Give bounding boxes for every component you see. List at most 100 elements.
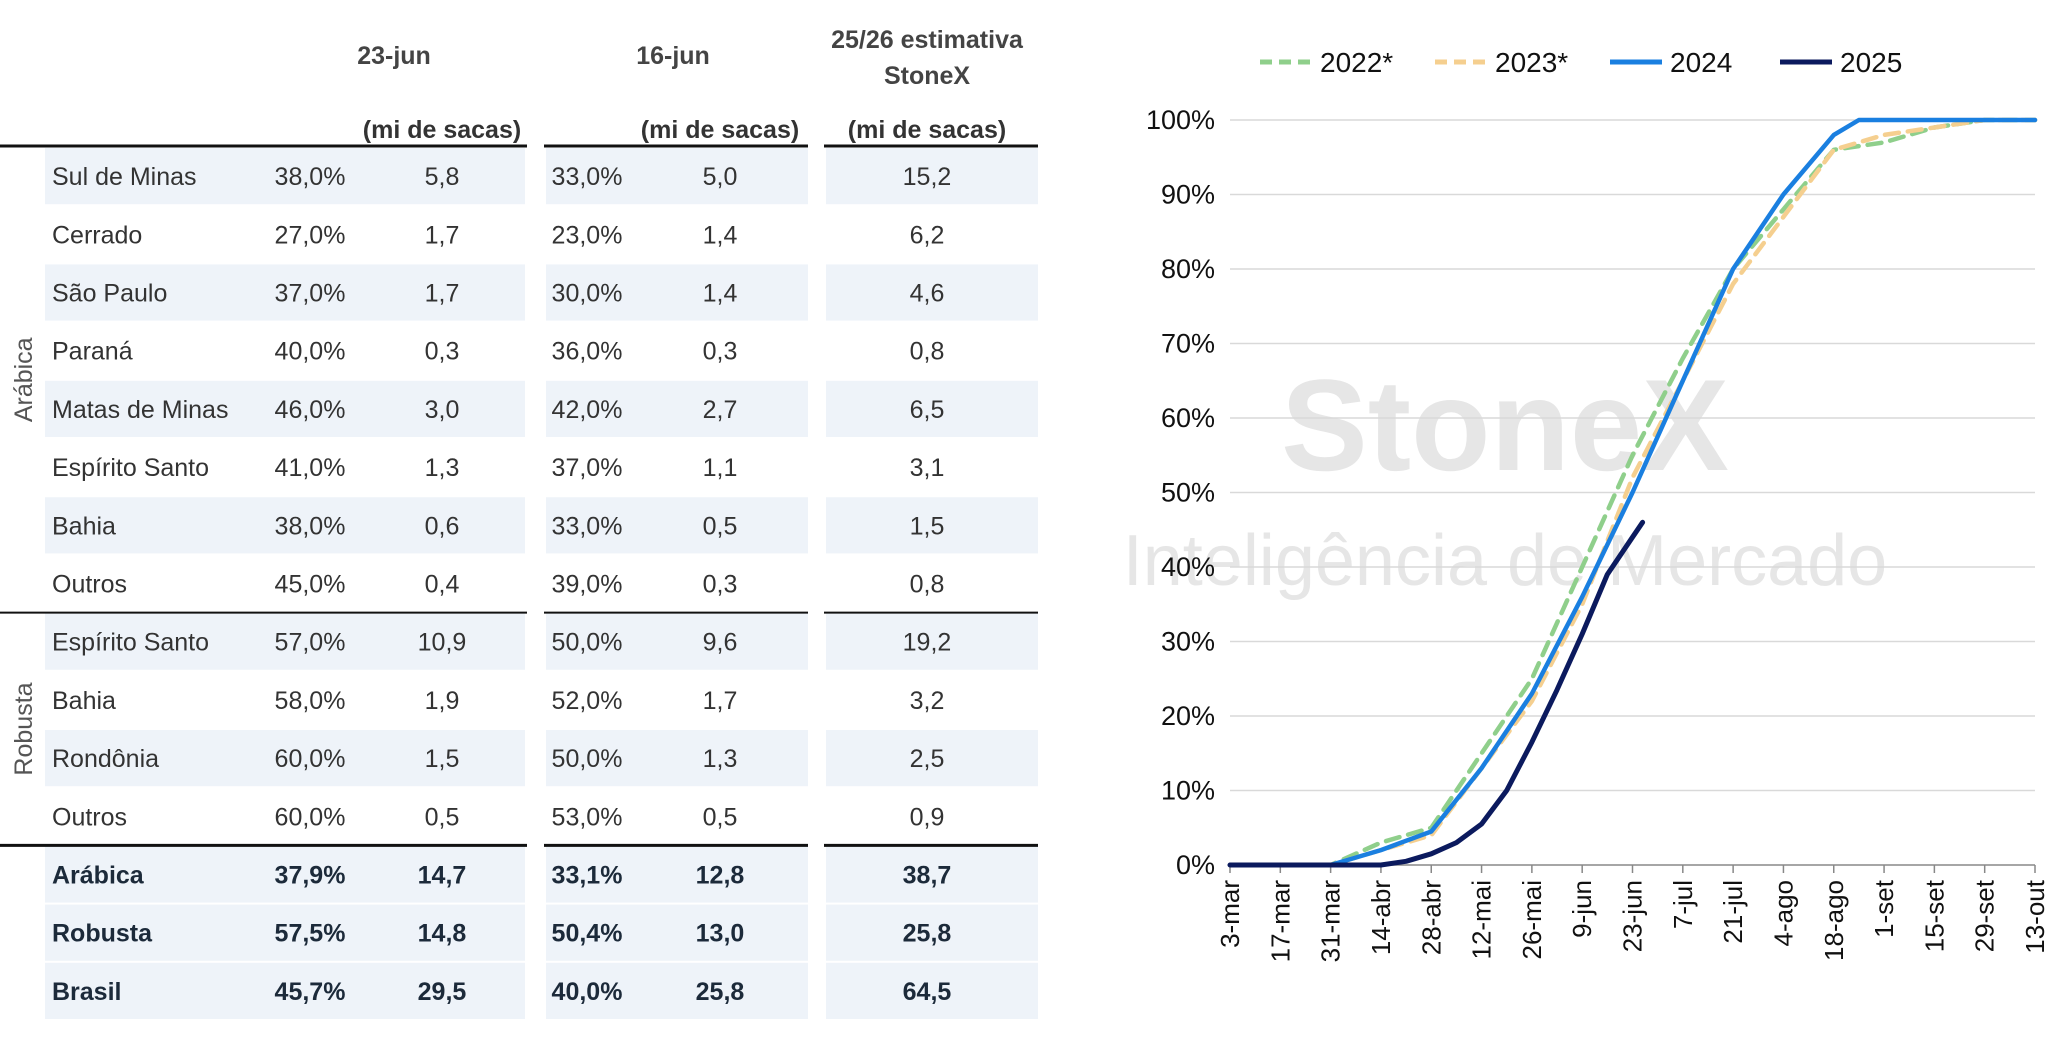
cell-v23: 0,3 [425, 338, 460, 366]
row-shade [45, 148, 525, 205]
cell-v16: 1,3 [703, 745, 738, 773]
cell-p23: 27,0% [275, 221, 346, 249]
cell-est: 0,9 [910, 803, 945, 831]
legend-label-2022: 2022* [1320, 47, 1393, 78]
y-tick-label: 10% [1161, 776, 1215, 806]
y-tick-label: 80% [1161, 254, 1215, 284]
x-tick-label: 7-jul [1668, 880, 1698, 929]
cell-v16: 1,4 [703, 221, 738, 249]
cell-est: 0,8 [910, 338, 945, 366]
watermark-brand: StoneX [1281, 352, 1729, 498]
legend-label-2024: 2024 [1670, 47, 1732, 78]
harvest-progress-chart: StoneX Inteligência de Mercado 0% 10% 20% 30%… [1123, 47, 2050, 963]
cell-p16: 50,0% [552, 629, 623, 657]
row-shade [826, 613, 1038, 670]
table-canvas: 23-jun 16-jun 25/26 estimativa StoneX (mi de… [0, 26, 1038, 1019]
cell-p16: 37,0% [552, 454, 623, 482]
cell-p23: 38,0% [275, 163, 346, 191]
x-tick-label: 26-mai [1517, 880, 1547, 959]
legend-label-2023: 2023* [1495, 47, 1568, 78]
x-tick-label: 15-set [1919, 879, 1949, 952]
unit-label-16jun: (mi de sacas) [641, 116, 799, 144]
cell-p16: 50,4% [552, 920, 623, 948]
row-shade [45, 613, 525, 670]
cell-p23: 46,0% [275, 396, 346, 424]
row-region-label: Espírito Santo [52, 629, 209, 657]
row-shade [45, 264, 525, 321]
cell-v23: 0,5 [425, 803, 460, 831]
x-tick-label: 13-out [2020, 879, 2050, 953]
cell-p16: 30,0% [552, 280, 623, 308]
unit-label-estimate: (mi de sacas) [848, 116, 1006, 144]
row-shade [546, 904, 808, 961]
cell-p23: 58,0% [275, 687, 346, 715]
x-tick-label: 14-abr [1366, 880, 1396, 955]
header-estimate-line2: StoneX [884, 62, 970, 90]
cell-est: 15,2 [903, 163, 952, 191]
y-tick-label: 20% [1161, 701, 1215, 731]
group-label-robusta: Robusta [10, 682, 38, 775]
row-region-label: Sul de Minas [52, 163, 197, 191]
row-region-label: Bahia [52, 687, 116, 715]
row-region-label: São Paulo [52, 280, 167, 308]
cell-v23: 5,8 [425, 163, 460, 191]
row-shade [826, 497, 1038, 554]
header-16jun: 16-jun [636, 42, 710, 70]
series-line-2023 [1227, 117, 2038, 868]
row-region-label: Bahia [52, 512, 116, 540]
cell-est: 6,2 [910, 221, 945, 249]
y-tick-label: 0% [1176, 850, 1215, 880]
row-shade [826, 730, 1038, 787]
y-tick-label: 90% [1161, 180, 1215, 210]
cell-p23: 38,0% [275, 512, 346, 540]
x-tick-label: 31-mar [1316, 880, 1346, 963]
cell-v23: 3,0 [425, 396, 460, 424]
cell-p16: 33,1% [552, 862, 623, 890]
cell-p16: 23,0% [552, 221, 623, 249]
cell-p16: 53,0% [552, 803, 623, 831]
cell-p23: 57,0% [275, 629, 346, 657]
cell-p16: 42,0% [552, 396, 623, 424]
cell-v23: 1,5 [425, 745, 460, 773]
cell-p23: 45,7% [275, 978, 346, 1006]
cell-v16: 5,0 [703, 163, 738, 191]
unit-label-23jun: (mi de sacas) [363, 116, 521, 144]
row-shade [546, 962, 808, 1019]
row-region-label: Arábica [52, 862, 145, 890]
cell-v16: 0,3 [703, 571, 738, 599]
x-tick-label: 12-mai [1467, 880, 1497, 959]
header-23jun: 23-jun [357, 42, 431, 70]
row-shade [546, 264, 808, 321]
y-tick-label: 50% [1161, 478, 1215, 508]
row-region-label: Paraná [52, 338, 133, 366]
cell-p16: 40,0% [552, 978, 623, 1006]
group-label-arabica: Arábica [10, 337, 38, 422]
cell-v16: 25,8 [696, 978, 745, 1006]
y-tick-label: 70% [1161, 329, 1215, 359]
x-tick-label: 4-ago [1768, 880, 1798, 947]
row-region-label: Outros [52, 803, 127, 831]
cell-p23: 60,0% [275, 745, 346, 773]
x-tick-label: 9-jun [1567, 880, 1597, 938]
row-region-label: Outros [52, 571, 127, 599]
cell-v16: 1,1 [703, 454, 738, 482]
cell-est: 4,6 [910, 280, 945, 308]
cell-v23: 14,8 [418, 920, 467, 948]
harvest-progress-table: 23-jun 16-jun 25/26 estimativa StoneX (mi de… [0, 26, 1038, 1019]
cell-est: 2,5 [910, 745, 945, 773]
watermark-tagline: Inteligência de Mercado [1123, 521, 1887, 601]
cell-est: 6,5 [910, 396, 945, 424]
header-estimate-line1: 25/26 estimativa [831, 26, 1024, 54]
x-tick-label: 3-mar [1215, 880, 1245, 948]
x-tick-label: 23-jun [1618, 880, 1648, 952]
x-tick-label: 28-abr [1416, 880, 1446, 955]
cell-v16: 13,0 [696, 920, 745, 948]
cell-v23: 29,5 [418, 978, 467, 1006]
cell-est: 3,2 [910, 687, 945, 715]
series-line-2022 [1227, 117, 2038, 868]
row-shade [826, 148, 1038, 205]
cell-p16: 36,0% [552, 338, 623, 366]
row-shade [546, 148, 808, 205]
cell-p23: 40,0% [275, 338, 346, 366]
row-region-label: Cerrado [52, 221, 142, 249]
